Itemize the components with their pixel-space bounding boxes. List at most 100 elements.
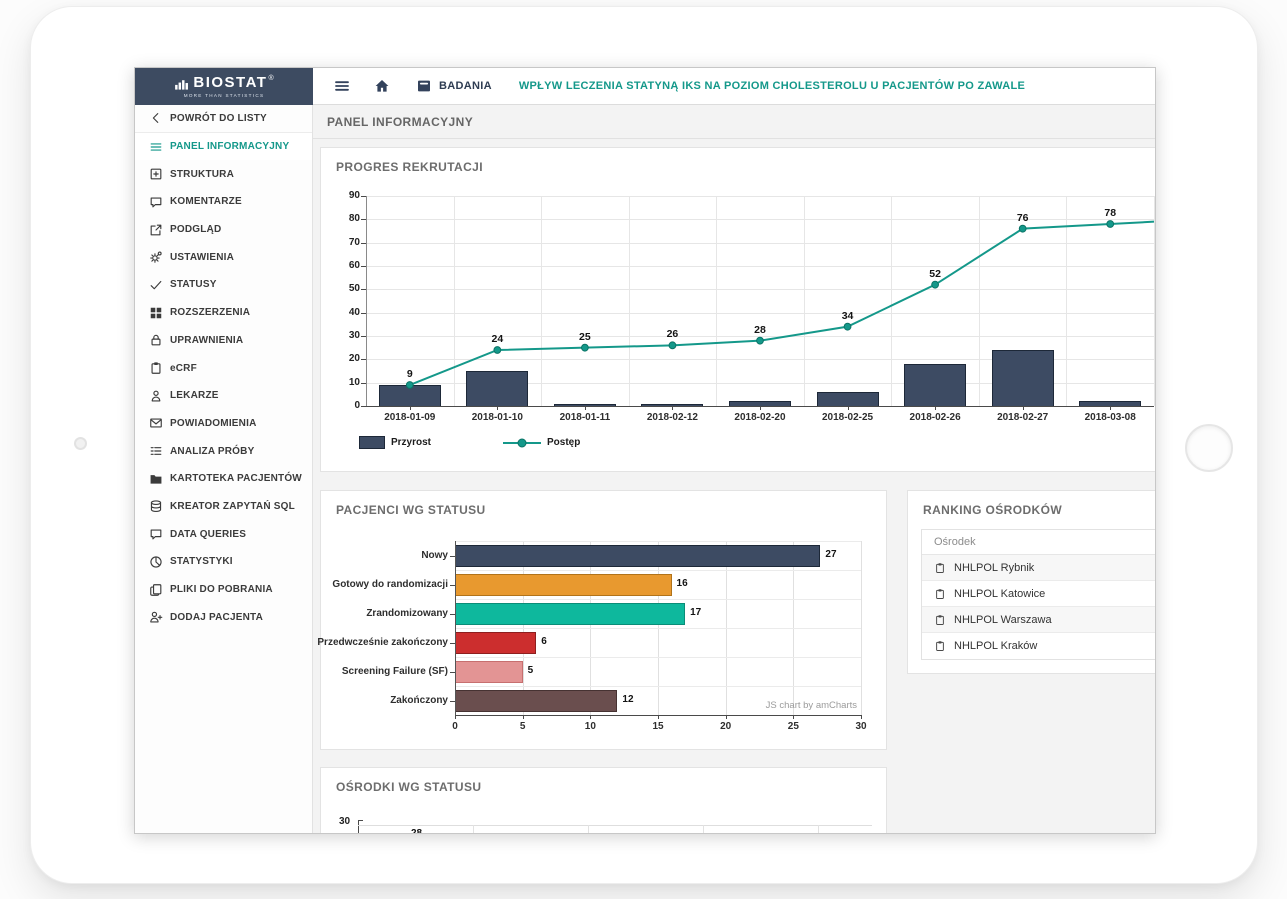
sidebar-item-rozszerzenia[interactable]: ROZSZERZENIA [135, 299, 312, 327]
gridline-v [803, 196, 805, 406]
category-axis-tick [450, 700, 455, 702]
sidebar-item-statusy[interactable]: STATUSY [135, 271, 312, 299]
tablet-device: BIOSTAT ® MORE THAN STATISTICS BADANIA W… [30, 6, 1258, 884]
logo-bars-icon [174, 76, 189, 91]
sidebar-item-analiza-proby[interactable]: ANALIZA PRÓBY [135, 437, 312, 465]
y-axis-line [366, 196, 367, 406]
sidebar-item-podglad[interactable]: PODGLĄD [135, 216, 312, 244]
check-icon [149, 278, 163, 292]
category-axis-tick [450, 613, 455, 615]
x-axis-tick [760, 406, 761, 410]
sidebar-item-label: KARTOTEKA PACJENTÓW [170, 473, 302, 485]
sidebar-item-statystyki[interactable]: STATYSTYKI [135, 548, 312, 576]
gridline-h [366, 359, 1154, 361]
clipboard-icon [934, 614, 946, 626]
x-axis-label: 2018-02-27 [997, 412, 1049, 423]
sidebar-item-panel-informacyjny[interactable]: PANEL INFORMACYJNY [135, 132, 312, 161]
ranking-row[interactable]: NHLPOL Warszawa [922, 607, 1155, 633]
category-axis-tick [450, 671, 455, 673]
breadcrumb-badania[interactable]: BADANIA [416, 78, 492, 94]
sidebar-item-label: LEKARZE [170, 390, 219, 402]
clipboard-icon [934, 562, 946, 574]
gridline-h [366, 242, 1154, 244]
sidebar-item-struktura[interactable]: STRUKTURA [135, 160, 312, 188]
point-label: 26 [666, 328, 679, 341]
sidebar-item-uprawnienia[interactable]: UPRAWNIENIA [135, 327, 312, 355]
home-nav-button[interactable] [374, 78, 390, 94]
x-axis-tick [672, 406, 674, 410]
sidebar-item-ustawienia[interactable]: USTAWIENIA [135, 243, 312, 271]
osrodki-bar-label: 28 [411, 828, 422, 833]
menu-toggle-button[interactable] [334, 78, 350, 94]
sidebar-item-powrot-do-listy[interactable]: POWRÓT DO LISTY [135, 105, 312, 133]
bar-status [455, 660, 523, 683]
x-axis-tick [584, 406, 586, 410]
gridline-h [366, 219, 1154, 221]
bar-status [455, 689, 618, 712]
sidebar-item-kreator-zapytan-sql[interactable]: KREATOR ZAPYTAŃ SQL [135, 493, 312, 521]
x-axis-label: 15 [652, 721, 664, 732]
category-label: Przedwcześnie zakończony [317, 637, 448, 648]
biostat-logo[interactable]: BIOSTAT ® MORE THAN STATISTICS [135, 68, 313, 105]
ranking-row-label: NHLPOL Katowice [954, 587, 1046, 600]
card-title-progres: PROGRES REKRUTACJI [336, 160, 483, 174]
gridline-v [1066, 196, 1068, 406]
gridline-h [366, 336, 1154, 337]
category-axis-tick [450, 642, 455, 644]
sidebar-item-data-queries[interactable]: DATA QUERIES [135, 520, 312, 548]
tablet-home-button[interactable] [1185, 424, 1233, 472]
sidebar-menu: POWRÓT DO LISTY PANEL INFORMACYJNY STRUKTU… [135, 105, 312, 631]
sidebar-item-dodaj-pacjenta[interactable]: DODAJ PACJENTA [135, 603, 312, 631]
comment-icon [149, 527, 163, 541]
x-axis-label: 25 [787, 721, 799, 732]
logo-text: BIOSTAT [193, 74, 268, 91]
ranking-row[interactable]: NHLPOL Katowice [922, 581, 1155, 607]
archive-icon [416, 78, 432, 94]
legend-item-przyrost[interactable]: Przyrost [359, 436, 431, 449]
clipboard-icon [934, 588, 946, 600]
clipboard-icon [934, 640, 946, 652]
sidebar-item-label: STATYSTYKI [170, 556, 233, 568]
sidebar-item-lekarze[interactable]: LEKARZE [135, 382, 312, 410]
sidebar-item-powiadomienia[interactable]: POWIADOMIENIA [135, 410, 312, 438]
home-icon [374, 78, 390, 94]
gridline-v [861, 541, 862, 715]
folder-icon [149, 472, 163, 486]
logo-tagline: MORE THAN STATISTICS [183, 93, 265, 98]
y-axis-label: 90 [348, 190, 360, 201]
bar-value-label: 12 [622, 694, 634, 705]
sidebar-item-label: POWIADOMIENIA [170, 417, 257, 429]
amcharts-watermark[interactable]: JS chart by amCharts [765, 700, 857, 711]
clipboard-icon [149, 361, 163, 375]
sidebar-item-ecrf[interactable]: eCRF [135, 354, 312, 382]
bar-status [455, 602, 686, 625]
bar-przyrost [1079, 401, 1142, 406]
gridline-h [455, 570, 861, 571]
gridline-h [455, 686, 861, 687]
envelope-icon [149, 416, 163, 430]
sidebar-item-label: eCRF [170, 362, 197, 374]
gridline-v [541, 196, 543, 406]
x-axis-tick [725, 715, 727, 719]
ranking-rows: NHLPOL Rybnik NHLPOL Katowice NHLPOL Warsz… [922, 555, 1155, 659]
x-axis-tick [455, 715, 456, 719]
ranking-row[interactable]: NHLPOL Rybnik [922, 555, 1155, 581]
pacjenci-plot: JS chart by amCharts 0 5 10 15 20 25 30 27 Nowy 1… [317, 541, 867, 732]
sidebar-item-kartoteka-pacjentow[interactable]: KARTOTEKA PACJENTÓW [135, 465, 312, 493]
legend-postep-line [503, 441, 542, 444]
sidebar-item-pliki-do-pobrania[interactable]: PLIKI DO POBRANIA [135, 576, 312, 604]
x-axis-tick [935, 406, 937, 410]
bar-value-label: 17 [690, 607, 702, 618]
bar-status [455, 544, 821, 567]
sidebar-item-komentarze[interactable]: KOMENTARZE [135, 188, 312, 216]
sidebar-item-label: PLIKI DO POBRANIA [170, 584, 273, 596]
x-axis-tick [861, 715, 862, 719]
plus-square-icon [149, 167, 163, 181]
legend-item-postep[interactable]: Postęp [503, 437, 580, 448]
gridline-h [455, 599, 861, 600]
x-axis-label: 10 [584, 721, 596, 732]
y-axis-label: 40 [348, 306, 360, 318]
ranking-row[interactable]: NHLPOL Kraków [922, 633, 1155, 659]
x-axis-tick [590, 715, 592, 719]
progres-plot: 0 10 20 30 40 50 60 70 80 90 2018-01-09 2018-01-10 2… [349, 190, 1155, 423]
